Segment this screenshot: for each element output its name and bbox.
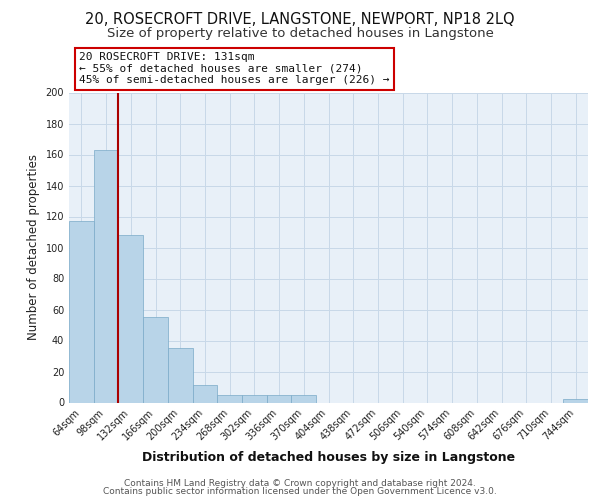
X-axis label: Distribution of detached houses by size in Langstone: Distribution of detached houses by size … [142, 450, 515, 464]
Text: Size of property relative to detached houses in Langstone: Size of property relative to detached ho… [107, 28, 493, 40]
Bar [267, 395, 292, 402]
Y-axis label: Number of detached properties: Number of detached properties [27, 154, 40, 340]
Bar [168, 348, 193, 403]
Text: Contains HM Land Registry data © Crown copyright and database right 2024.: Contains HM Land Registry data © Crown c… [124, 478, 476, 488]
Bar [193, 386, 217, 402]
Bar [292, 395, 316, 402]
Bar [217, 395, 242, 402]
Bar [94, 150, 118, 403]
Bar [69, 221, 94, 402]
Bar [242, 395, 267, 402]
Text: Contains public sector information licensed under the Open Government Licence v3: Contains public sector information licen… [103, 487, 497, 496]
Bar [143, 318, 168, 402]
Text: 20, ROSECROFT DRIVE, LANGSTONE, NEWPORT, NP18 2LQ: 20, ROSECROFT DRIVE, LANGSTONE, NEWPORT,… [85, 12, 515, 28]
Bar [118, 235, 143, 402]
Text: 20 ROSECROFT DRIVE: 131sqm
← 55% of detached houses are smaller (274)
45% of sem: 20 ROSECROFT DRIVE: 131sqm ← 55% of deta… [79, 52, 390, 86]
Bar [563, 400, 588, 402]
